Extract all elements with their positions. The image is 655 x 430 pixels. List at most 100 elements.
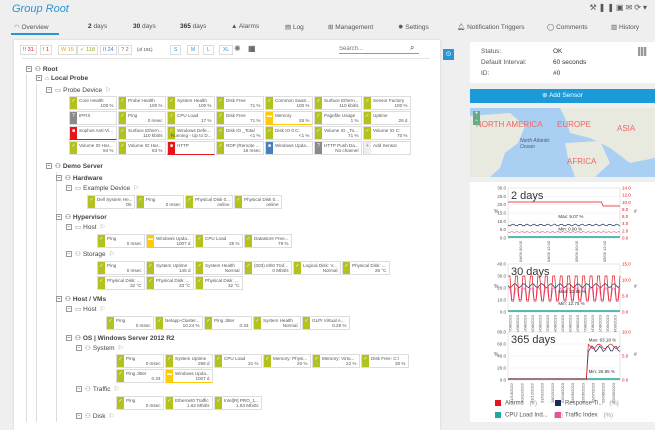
sensor-tile[interactable]: ✓ GLPI Virtual A... 0.29 % (302, 316, 350, 330)
sensor-tile[interactable]: ✓ Volume IO Har... 83 % (118, 141, 166, 155)
tree-node[interactable]: − ⚇ Hypervisor (56, 214, 107, 221)
flag-icon[interactable]: ⚐ (113, 386, 120, 393)
pause-icon[interactable]: ❚❚ (598, 3, 617, 12)
sensor-tile[interactable]: ✓ System Uptime 298 d (165, 354, 213, 368)
qr-code-icon[interactable] (638, 47, 647, 56)
legend-item[interactable]: CPU Load Ind...(%) (495, 412, 563, 419)
sensor-tile[interactable]: ✓ RDP (Remote ... 16 msec (216, 141, 264, 155)
tab-comments[interactable]: ◯ Comments (547, 24, 588, 31)
geo-map[interactable]: NORTH AMERICA EUROPE ASIA North Atlantic… (470, 108, 655, 177)
mail-icon[interactable]: ✉ (625, 3, 635, 12)
sensor-tile[interactable]: ✓ Physical Disk: ... 33 °C (146, 276, 194, 290)
wrench-icon[interactable]: ⚒ (589, 3, 599, 12)
sensor-tile[interactable]: ✓ Ping 0 msec (116, 354, 164, 368)
sensor-tile[interactable]: ✓ Disk IO _Total <1 % (216, 126, 264, 140)
flag-icon[interactable]: ⚐ (133, 185, 139, 192)
tab-365-days[interactable]: 365 days (180, 23, 207, 30)
collapse-icon[interactable]: − (46, 87, 52, 94)
refresh-icon[interactable]: ⟳▾ (634, 3, 649, 12)
sensor-tile[interactable]: ✓ Windows Defe... Running - Up to D... (167, 126, 215, 140)
sensor-tile[interactable]: ✓ Ping 0 msec (136, 195, 184, 209)
tree-node[interactable]: − ⚇ Host / VMs (56, 296, 107, 303)
tab-30-days[interactable]: 30 days (133, 23, 156, 30)
sensor-tile[interactable]: ✓ Ethernet0 Traffic 1.62 Mbit/s (165, 396, 213, 410)
sensor-tile[interactable]: ✓ Ping 0 msec (118, 111, 166, 125)
size-s-button[interactable]: S (170, 45, 182, 55)
size-m-button[interactable]: M (187, 45, 200, 55)
sensor-tile[interactable]: ✓ Logical Disk: V... Normal (293, 261, 341, 275)
status-count-filter[interactable]: !! 31 (20, 45, 37, 55)
sensor-tile[interactable]: ✓ Ping 0 msec (116, 396, 164, 410)
search-icon[interactable]: ⌕ (410, 43, 415, 52)
flag-icon[interactable]: ⚐ (108, 251, 115, 258)
tree-node[interactable]: − ⚇ OS | Windows Server 2012 R2 (66, 335, 175, 342)
sensor-tile[interactable]: ✓ Intel[R] PRO_1... 1.63 Mbit/s (214, 396, 262, 410)
sensor-tile[interactable]: ✓ Surface Ethern... 110 kbit/s (118, 126, 166, 140)
tab-alarms[interactable]: ▲ Alarms (231, 23, 260, 30)
search-input[interactable] (339, 44, 419, 54)
collapse-icon[interactable]: − (66, 335, 72, 342)
sensor-tile[interactable]: ✓ Disk IO 0 C: <1 % (265, 126, 313, 140)
tree-node[interactable]: − ⚇ Hardware (56, 175, 103, 182)
collapse-icon[interactable]: − (66, 185, 72, 192)
grid-view-icon[interactable]: ▦ (248, 44, 256, 53)
sensor-tile[interactable]: ✓ Physical Disk: ... 32 °C (195, 276, 243, 290)
tree-node[interactable]: − ▭ Host ⚐ (66, 306, 106, 313)
sensor-tile[interactable]: ✓ Sensor Factory 100 % (363, 96, 411, 110)
flag-icon[interactable]: ⚐ (99, 224, 106, 231)
sensor-tile[interactable]: ✓ Physical Disk 0... online (185, 195, 233, 209)
sensor-tile[interactable]: ✓ System Health Normal (253, 316, 301, 330)
sensor-tile[interactable]: ✓ Datastore Free... 79 % (244, 234, 292, 248)
collapse-icon[interactable]: − (76, 413, 82, 420)
sensor-tile[interactable]: ✓ CPU Load 35 % (195, 234, 243, 248)
pin-button[interactable]: ⊙ (443, 49, 454, 60)
tab-management[interactable]: ⊞ Management (328, 24, 374, 31)
sensor-tile[interactable]: ▬ Windows Upda... 1007 d (165, 369, 213, 383)
legend-item[interactable]: Traffic Index (%) (555, 412, 613, 419)
status-count-filter[interactable]: ! 1 (40, 45, 53, 55)
sensor-tile[interactable]: ✓ Probe Health 100 % (118, 96, 166, 110)
sensor-tile[interactable]: ✓ Disk Free 71 % (216, 111, 264, 125)
sensor-tile[interactable]: ✓ Pagefile Usage 1 % (314, 111, 362, 125)
sensor-tile[interactable]: ✓ Volume IO C: 70 % (363, 126, 411, 140)
add-sensor-button[interactable]: ⊕ Add Sensor (470, 89, 655, 103)
sensor-tile[interactable]: ✓ Netapp-Cluster... 10.24 % (155, 316, 203, 330)
flag-icon[interactable]: ⚐ (108, 413, 115, 420)
flag-icon[interactable]: ⚐ (117, 345, 124, 352)
zoom-controls[interactable]: + − (473, 111, 480, 125)
tab-settings[interactable]: ✹ Settings (398, 24, 429, 31)
sensor-tile[interactable]: ▬ Windows Upda... 1007 d (146, 234, 194, 248)
collapse-icon[interactable]: − (46, 163, 52, 170)
sunburst-icon[interactable]: ✺ (234, 44, 241, 53)
sensor-tile[interactable]: ✓ Disk Free 71 % (216, 96, 264, 110)
sensor-tile[interactable]: ▬ Memory 26 % (265, 111, 313, 125)
flag-icon[interactable]: ⚐ (105, 87, 112, 94)
tab-overview[interactable]: ◠ Overview (14, 24, 49, 31)
sensor-tile[interactable]: ✓ System Uptime 145 d (146, 261, 194, 275)
tree-node[interactable]: − ⚇ Traffic ⚐ (76, 386, 120, 393)
export-icon[interactable]: ▣ (616, 3, 626, 12)
collapse-icon[interactable]: − (66, 306, 72, 313)
sensor-tile[interactable]: ✓ Memory: Virtu... 22 % (312, 354, 360, 368)
sensor-tile[interactable]: ✓ Ping 0 msec (97, 234, 145, 248)
add-sensor-tile[interactable]: + Add Sensor (363, 141, 411, 155)
collapse-icon[interactable]: − (76, 386, 82, 393)
sensor-tile[interactable]: ✓ Surface Ethern... 110 kbit/s (314, 96, 362, 110)
sensor-tile[interactable]: ✓ Physical Disk: ... 26 °C (342, 261, 390, 275)
collapse-icon[interactable]: − (56, 296, 62, 303)
sensor-tile[interactable]: ✓ Volume IO Har... 94 % (69, 141, 117, 155)
tree-node[interactable]: − ⚇ Demo Server (46, 163, 103, 170)
collapse-icon[interactable]: − (56, 175, 62, 182)
sensor-tile[interactable]: ✓ Core Health 100 % (69, 96, 117, 110)
collapse-icon[interactable]: − (56, 214, 62, 221)
sensor-tile[interactable]: ✓ Physical Disk: ... 32 °C (97, 276, 145, 290)
sensor-tile[interactable]: ✓ CPU Load 17 % (167, 111, 215, 125)
collapse-icon[interactable]: − (66, 251, 72, 258)
sensor-tile[interactable]: ✓ Physical Disk 0... online (234, 195, 282, 209)
collapse-icon[interactable]: − (36, 75, 42, 82)
tree-node[interactable]: − ⚇ Root (26, 66, 58, 73)
legend-item[interactable]: Response Ti... (%) (555, 400, 619, 407)
sensor-tile[interactable]: ■ HTTP (167, 141, 215, 155)
tree-node[interactable]: − ⌂ Local Probe (36, 75, 89, 82)
size-xl-button[interactable]: XL (219, 45, 234, 55)
